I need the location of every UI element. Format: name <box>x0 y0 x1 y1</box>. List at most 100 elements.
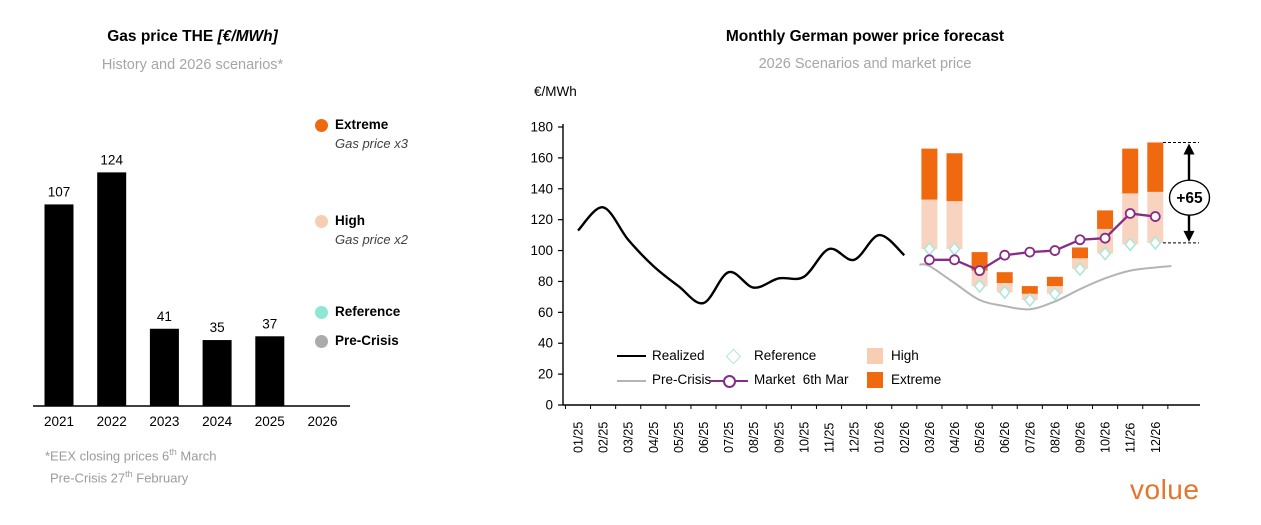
x-label-02-26: 02/26 <box>898 422 912 453</box>
x-label-05-26: 05/26 <box>973 422 987 453</box>
precrisis-line <box>919 263 1172 311</box>
high-bar-03-26 <box>921 199 938 250</box>
x-label-03-25: 03/25 <box>622 422 636 453</box>
precrisis-dot-icon <box>315 335 328 348</box>
extreme-square-icon <box>867 372 883 388</box>
legend-high-label: High <box>335 213 365 228</box>
bar-value-2022: 124 <box>100 152 123 167</box>
high-bar-11-26 <box>1122 193 1139 245</box>
extreme-bar-07-26 <box>1021 286 1038 294</box>
x-label-2022: 2022 <box>97 414 127 429</box>
legend-extreme-label: Extreme <box>335 117 389 132</box>
reference-dot-icon <box>315 306 328 319</box>
bar-2024 <box>202 340 232 406</box>
delta-annotation-label: +65 <box>1176 190 1203 207</box>
market-marker <box>999 249 1011 261</box>
bar-value-2024: 35 <box>210 320 225 335</box>
market-marker <box>1024 246 1036 258</box>
y-axis-unit-label: €/MWh <box>534 84 577 99</box>
x-label-06-26: 06/26 <box>998 422 1012 453</box>
legend-market-label: Market 6th Mar <box>754 372 849 387</box>
bar-2023 <box>149 328 179 406</box>
x-label-06-25: 06/25 <box>697 422 711 453</box>
right-chart-subtitle: 2026 Scenarios and market price <box>758 56 972 72</box>
bar-2021 <box>44 204 74 406</box>
extreme-bar-03-26 <box>921 148 938 200</box>
footnote2-pre: Pre-Crisis 27 <box>50 470 126 486</box>
market-line <box>929 212 1156 272</box>
reference-diamond <box>1073 261 1087 277</box>
legend-realized-label: Realized <box>652 348 705 363</box>
legend-extreme-sublabel: Gas price x3 <box>335 136 408 151</box>
y-tick-label-0: 0 <box>545 398 553 413</box>
x-label-01-25: 01/25 <box>572 422 586 453</box>
x-label-10-26: 10/26 <box>1099 422 1113 453</box>
high-bar-05-26 <box>971 270 988 287</box>
market-marker <box>1049 245 1061 256</box>
footnote1-post: March <box>176 448 217 464</box>
reference-diamond <box>1149 235 1162 251</box>
bar-value-2023: 41 <box>157 309 172 324</box>
y-tick-label-80: 80 <box>538 274 553 289</box>
x-label-05-25: 05/25 <box>672 422 686 453</box>
realized-line <box>577 206 906 305</box>
bar-value-2021: 107 <box>48 184 71 199</box>
x-label-11-26: 11/26 <box>1124 423 1138 453</box>
volue-logo: volue <box>1130 474 1200 505</box>
left-chart-title-text: Gas price THE <box>107 28 214 45</box>
footnote-line-2: Pre-Crisis 27th February <box>50 469 188 485</box>
reference-diamond <box>998 285 1011 300</box>
reference-diamond <box>973 278 986 294</box>
x-label-09-25: 09/25 <box>772 422 786 453</box>
y-tick-label-180: 180 <box>530 120 553 135</box>
reference-diamond <box>1124 237 1137 252</box>
x-label-04-26: 04/26 <box>948 422 962 453</box>
x-label-08-26: 08/26 <box>1048 422 1062 453</box>
extreme-bar-06-26 <box>996 272 1013 283</box>
extreme-bar-09-26 <box>1072 247 1088 259</box>
footnote-line-1: *EEX closing prices 6th March <box>45 447 217 463</box>
high-dot-icon <box>315 215 328 228</box>
legend-precrisis-label-right: Pre-Crisis <box>652 372 712 387</box>
market-circle-icon <box>723 375 736 388</box>
x-label-08-25: 08/25 <box>747 422 761 453</box>
x-label-09-26: 09/26 <box>1074 422 1088 453</box>
extreme-bar-08-26 <box>1046 276 1063 287</box>
x-label-10-25: 10/25 <box>797 422 811 453</box>
x-label-2021: 2021 <box>44 414 74 429</box>
bar-2025 <box>255 336 285 406</box>
left-chart-title: Gas price THE [€/MWh] <box>25 28 360 46</box>
extreme-bar-05-26 <box>971 252 988 271</box>
market-marker <box>1124 208 1136 219</box>
annotation-ellipse <box>1168 179 1211 216</box>
footnote2-sup: th <box>125 469 133 479</box>
legend-high-label-right: High <box>891 348 919 363</box>
extreme-dot-icon <box>315 119 328 132</box>
y-tick-label-100: 100 <box>530 243 553 258</box>
legend-reference-label-right: Reference <box>754 348 817 363</box>
extreme-bar-04-26 <box>946 153 963 202</box>
x-label-01-26: 01/26 <box>873 422 887 453</box>
left-chart-title-unit: [€/MWh] <box>217 28 278 45</box>
y-tick-label-140: 140 <box>530 181 553 196</box>
extreme-bar-11-26 <box>1122 148 1139 194</box>
footnote1-sup: th <box>169 447 177 457</box>
x-label-11-25: 11/25 <box>823 423 837 453</box>
y-tick-label-160: 160 <box>530 150 553 165</box>
bar-value-2025: 37 <box>262 316 277 331</box>
legend-high-sublabel: Gas price x2 <box>335 232 408 247</box>
x-label-03-26: 03/26 <box>923 422 937 453</box>
legend-precrisis-label: Pre-Crisis <box>335 333 399 348</box>
footnote2-post: February <box>132 470 189 486</box>
x-label-2024: 2024 <box>202 414 233 429</box>
x-label-04-25: 04/25 <box>647 422 661 453</box>
extreme-bar-10-26 <box>1097 210 1114 229</box>
x-label-2026: 2026 <box>307 414 337 429</box>
legend-reference-label: Reference <box>335 304 401 319</box>
left-chart-subtitle: History and 2026 scenarios* <box>101 57 284 73</box>
market-marker <box>949 254 960 266</box>
y-tick-label-120: 120 <box>530 212 553 227</box>
x-label-12-25: 12/25 <box>848 422 862 453</box>
